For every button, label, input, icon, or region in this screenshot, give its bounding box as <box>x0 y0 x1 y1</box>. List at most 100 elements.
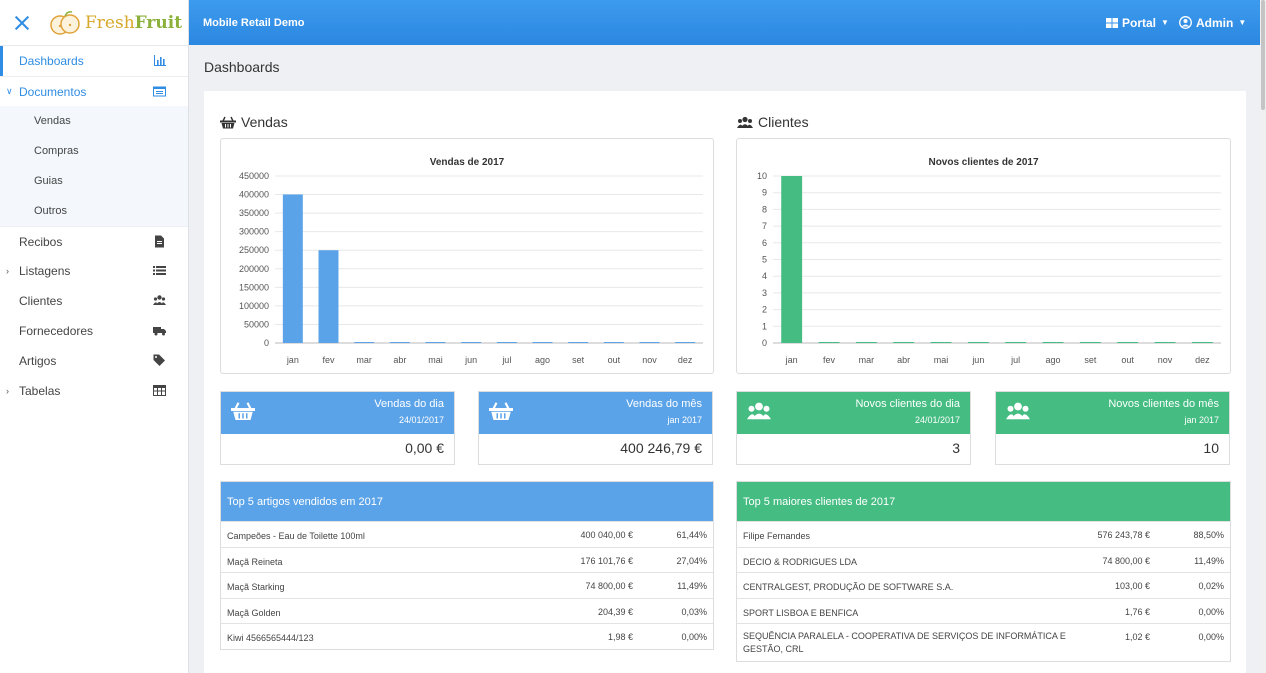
stat-card-vendas-dia: Vendas do dia 24/01/2017 0,00 € <box>220 391 455 465</box>
sidebar-header: FreshFruit <box>0 0 188 46</box>
submenu-item-compras[interactable]: Compras <box>0 136 188 166</box>
stat-subtitle: jan 2017 <box>1184 415 1219 425</box>
sidebar-item-listagens[interactable]: › Listagens <box>0 256 188 286</box>
stat-title: Novos clientes do mês <box>1108 398 1219 410</box>
scrollbar[interactable] <box>1260 0 1266 673</box>
bar-dez <box>675 342 696 343</box>
y-tick-label: 8 <box>762 204 767 214</box>
table-header: Top 5 artigos vendidos em 2017 <box>221 482 713 521</box>
stat-subtitle: 24/01/2017 <box>914 415 960 425</box>
close-icon[interactable] <box>12 13 32 33</box>
submenu-label: Vendas <box>34 115 71 127</box>
y-tick-label: 450000 <box>239 171 269 181</box>
row-name: DECIO & RODRIGUES LDA <box>743 556 858 567</box>
sidebar-item-fornecedores[interactable]: Fornecedores <box>0 316 188 346</box>
list-icon <box>153 266 166 275</box>
scrollbar-thumb[interactable] <box>1261 0 1265 110</box>
row-name: SEQUÊNCIA PARALELA - COOPERATIVA DE SERV… <box>743 631 1066 655</box>
caret-down-icon: ▼ <box>1161 18 1169 27</box>
tags-icon <box>153 354 165 366</box>
stat-card-header: Vendas do dia 24/01/2017 <box>221 392 454 434</box>
y-tick-label: 1 <box>762 321 767 331</box>
y-tick-label: 10 <box>757 171 767 181</box>
logo[interactable]: FreshFruit <box>48 10 182 36</box>
basket-icon <box>220 116 236 128</box>
submenu-item-outros[interactable]: Outros <box>0 196 188 226</box>
submenu-label: Guias <box>34 175 63 187</box>
sidebar-item-label: Documentos <box>19 84 87 99</box>
sidebar-item-dashboards[interactable]: Dashboards <box>0 46 188 76</box>
bar-ago <box>532 342 553 343</box>
users-icon <box>153 295 166 305</box>
sidebar-item-recibos[interactable]: Recibos <box>0 226 188 256</box>
x-tick-label: dez <box>678 355 693 365</box>
file-icon <box>155 235 164 248</box>
stat-value: 0,00 € <box>405 440 444 456</box>
basket-icon <box>231 402 255 420</box>
portal-menu[interactable]: Portal ▼ <box>1106 16 1169 30</box>
top-clients-table: Top 5 maiores clientes de 2017 Filipe Fe… <box>736 481 1231 663</box>
sidebar-item-label: Fornecedores <box>19 324 94 338</box>
section-title-clientes: Clientes <box>737 114 809 130</box>
bar-nov <box>1154 342 1176 343</box>
sidebar-item-documentos[interactable]: ∨ Documentos <box>0 76 188 106</box>
row-percent: 11,49% <box>1194 555 1224 566</box>
sidebar-item-artigos[interactable]: Artigos <box>0 346 188 376</box>
x-tick-label: mar <box>859 355 875 365</box>
row-percent: 0,00% <box>1198 632 1224 643</box>
bar-abr <box>893 342 915 343</box>
bar-dez <box>1191 342 1213 343</box>
top-articles-table: Top 5 artigos vendidos em 2017 Campeões … <box>220 481 714 650</box>
stat-subtitle: jan 2017 <box>667 415 702 425</box>
vendas-chart-svg: Vendas de 2017 0 50000 100000 150000 200000 25… <box>239 157 703 365</box>
row-name: Maçã Golden <box>227 607 281 618</box>
bar-jan <box>282 194 303 343</box>
dashboard-panel: Vendas Clientes Vendas de 2017 0 50000 1000… <box>204 91 1246 673</box>
submenu-item-guias[interactable]: Guias <box>0 166 188 196</box>
stat-card-header: Novos clientes do mês jan 2017 <box>996 392 1229 434</box>
x-tick-label: mar <box>356 355 372 365</box>
bar-jun <box>461 342 482 343</box>
sidebar-item-label: Listagens <box>19 264 71 278</box>
y-tick-label: 9 <box>762 188 767 198</box>
x-tick-label: abr <box>393 355 406 365</box>
top-bar: Mobile Retail Demo Portal ▼ Admin ▼ <box>189 0 1260 45</box>
y-tick-label: 7 <box>762 221 767 231</box>
submenu-item-vendas[interactable]: Vendas <box>0 106 188 136</box>
table-row: Filipe Fernandes 576 243,78 € 88,50% <box>737 521 1230 547</box>
x-tick-label: fev <box>322 355 335 365</box>
sidebar-item-label: Artigos <box>19 354 57 368</box>
table-row: Maçã Reineta 176 101,76 € 27,04% <box>221 546 713 573</box>
sidebar-item-label: Recibos <box>19 234 63 249</box>
row-name: Maçã Starking <box>227 582 285 593</box>
row-value: 400 040,00 € <box>580 530 633 540</box>
row-percent: 11,49% <box>677 581 707 592</box>
users-icon <box>737 116 753 128</box>
row-percent: 0,03% <box>681 606 707 617</box>
x-tick-label: fev <box>823 355 836 365</box>
table-row: Campeões - Eau de Toilette 100ml 400 040… <box>221 521 713 547</box>
bar-set <box>568 342 589 343</box>
sidebar-item-clientes[interactable]: Clientes <box>0 286 188 316</box>
x-tick-label: jun <box>971 355 984 365</box>
sidebar-item-label: Tabelas <box>19 384 61 398</box>
basket-icon <box>489 402 513 420</box>
user-menu[interactable]: Admin ▼ <box>1179 16 1246 30</box>
sidebar-item-tabelas[interactable]: › Tabelas <box>0 376 188 406</box>
row-value: 1,02 € <box>1124 632 1150 643</box>
x-tick-label: nov <box>1158 355 1173 365</box>
y-tick-label: 150000 <box>239 282 269 292</box>
x-tick-label: jan <box>286 355 299 365</box>
x-tick-label: jul <box>1010 355 1020 365</box>
x-tick-label: out <box>1121 355 1134 365</box>
bar-fev <box>318 250 339 343</box>
section-title-label: Vendas <box>241 114 288 130</box>
stat-title: Vendas do mês <box>626 398 702 410</box>
y-tick-label: 250000 <box>239 245 269 255</box>
stat-value: 3 <box>952 440 960 456</box>
x-tick-label: jun <box>464 355 477 365</box>
row-name: CENTRALGEST, PRODUÇÃO DE SOFTWARE S.A. <box>743 582 954 593</box>
bar-jan <box>781 176 803 343</box>
stat-title: Novos clientes do dia <box>855 398 960 410</box>
row-value: 576 243,78 € <box>1097 530 1150 540</box>
